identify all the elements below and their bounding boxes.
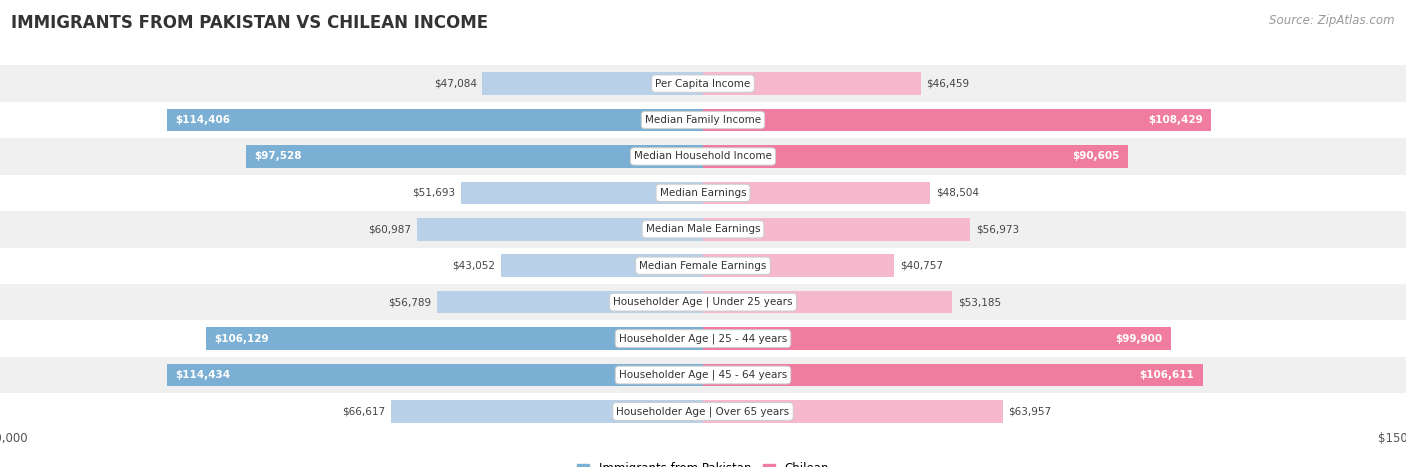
Text: Householder Age | Under 25 years: Householder Age | Under 25 years	[613, 297, 793, 307]
Text: $63,957: $63,957	[1008, 406, 1052, 417]
Bar	[703, 291, 952, 313]
Bar	[167, 364, 703, 386]
Bar	[461, 182, 703, 204]
Text: Median Family Income: Median Family Income	[645, 115, 761, 125]
Bar	[418, 218, 703, 241]
Text: IMMIGRANTS FROM PAKISTAN VS CHILEAN INCOME: IMMIGRANTS FROM PAKISTAN VS CHILEAN INCO…	[11, 14, 488, 32]
Bar	[0, 211, 1406, 248]
Bar	[246, 145, 703, 168]
Bar	[703, 255, 894, 277]
Bar	[0, 138, 1406, 175]
Text: $66,617: $66,617	[342, 406, 385, 417]
Text: Median Household Income: Median Household Income	[634, 151, 772, 162]
Bar	[0, 393, 1406, 430]
Bar	[703, 109, 1211, 131]
Text: $46,459: $46,459	[927, 78, 970, 89]
Bar	[167, 109, 703, 131]
Bar	[0, 357, 1406, 393]
Text: Householder Age | 45 - 64 years: Householder Age | 45 - 64 years	[619, 370, 787, 380]
Bar	[391, 400, 703, 423]
Bar	[205, 327, 703, 350]
Text: $48,504: $48,504	[936, 188, 979, 198]
Text: $108,429: $108,429	[1147, 115, 1202, 125]
Text: Median Female Earnings: Median Female Earnings	[640, 261, 766, 271]
Text: Householder Age | 25 - 44 years: Householder Age | 25 - 44 years	[619, 333, 787, 344]
Bar	[437, 291, 703, 313]
Bar	[0, 320, 1406, 357]
Bar	[0, 284, 1406, 320]
Bar	[703, 72, 921, 95]
Text: Source: ZipAtlas.com: Source: ZipAtlas.com	[1270, 14, 1395, 27]
Text: Median Earnings: Median Earnings	[659, 188, 747, 198]
Text: $90,605: $90,605	[1071, 151, 1119, 162]
Bar	[703, 400, 1002, 423]
Text: Median Male Earnings: Median Male Earnings	[645, 224, 761, 234]
Text: $97,528: $97,528	[254, 151, 302, 162]
Bar	[0, 65, 1406, 102]
Bar	[703, 364, 1202, 386]
Bar	[482, 72, 703, 95]
Text: $106,129: $106,129	[214, 333, 269, 344]
Bar	[0, 248, 1406, 284]
Bar	[0, 102, 1406, 138]
Text: $47,084: $47,084	[433, 78, 477, 89]
Text: $99,900: $99,900	[1115, 333, 1163, 344]
Bar	[501, 255, 703, 277]
Text: Per Capita Income: Per Capita Income	[655, 78, 751, 89]
Text: $60,987: $60,987	[368, 224, 412, 234]
Bar	[703, 218, 970, 241]
Text: $56,973: $56,973	[976, 224, 1019, 234]
Bar	[0, 175, 1406, 211]
Text: $53,185: $53,185	[957, 297, 1001, 307]
Text: $40,757: $40,757	[900, 261, 942, 271]
Bar	[703, 182, 931, 204]
Legend: Immigrants from Pakistan, Chilean: Immigrants from Pakistan, Chilean	[572, 458, 834, 467]
Text: $43,052: $43,052	[453, 261, 495, 271]
Text: Householder Age | Over 65 years: Householder Age | Over 65 years	[616, 406, 790, 417]
Bar	[703, 327, 1171, 350]
Bar	[703, 145, 1128, 168]
Text: $106,611: $106,611	[1139, 370, 1194, 380]
Text: $114,406: $114,406	[176, 115, 231, 125]
Text: $56,789: $56,789	[388, 297, 432, 307]
Text: $114,434: $114,434	[176, 370, 231, 380]
Text: $51,693: $51,693	[412, 188, 456, 198]
